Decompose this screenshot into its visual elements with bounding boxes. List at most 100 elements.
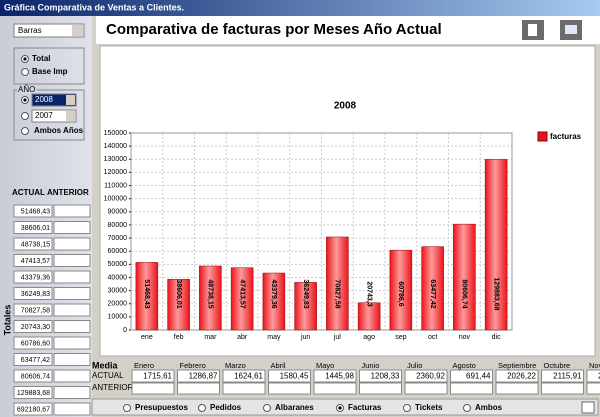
bar — [357, 302, 381, 331]
x-tick-label: sep — [395, 334, 406, 341]
actual-box — [13, 221, 53, 234]
anterior-box — [53, 353, 91, 366]
amount-option: Base Imp — [32, 67, 68, 76]
value-label: 20743,3 — [365, 281, 372, 306]
radio-button[interactable] — [263, 404, 271, 412]
actual-box — [13, 353, 53, 366]
anterior-box — [53, 221, 91, 234]
month-label: Agosto — [453, 361, 476, 370]
actual-box — [13, 237, 53, 251]
actual-value: 43379,36 — [21, 274, 50, 281]
actual-box — [13, 303, 53, 317]
anterior-box — [53, 270, 91, 284]
radio-button[interactable] — [21, 68, 29, 76]
value-label: 36249,83 — [302, 279, 309, 308]
x-tick-label: jul — [333, 334, 341, 341]
summary-label: Media — [92, 360, 119, 370]
actual-box — [222, 369, 266, 383]
actual-value: 20743,30 — [21, 324, 50, 331]
month-average: 2360,92 — [416, 372, 445, 381]
anterior-box — [404, 382, 448, 395]
radio-button[interactable] — [21, 112, 29, 120]
close-icon[interactable] — [581, 401, 595, 414]
radio-button[interactable] — [21, 127, 29, 135]
actual-box — [13, 320, 53, 333]
anterior-box — [53, 369, 91, 383]
actual-box — [13, 254, 53, 267]
totals-label: Totales — [2, 305, 12, 336]
anterior-box — [53, 320, 91, 333]
month-label: Marzo — [225, 361, 246, 370]
month-average: 1445,98 — [325, 372, 354, 381]
month-label: Junio — [362, 361, 380, 370]
bar — [389, 249, 413, 331]
actual-value: 63477,42 — [21, 357, 50, 364]
print-icon — [528, 24, 537, 36]
radio-dot — [23, 98, 27, 102]
row-label: ACTUAL — [92, 371, 124, 380]
actual-value: 48738,15 — [21, 241, 50, 248]
radio-button[interactable] — [463, 404, 471, 412]
value-label: 48738,15 — [207, 279, 214, 308]
y-tick-label: 130000 — [104, 156, 127, 163]
chart-type-select[interactable] — [13, 23, 85, 38]
doc-type: Pedidos — [210, 403, 242, 412]
dropdown-button — [66, 111, 75, 121]
x-tick-label: oct — [428, 334, 437, 341]
window-title: Gráfica Comparativa de Ventas a Clientes… — [4, 2, 184, 12]
anterior-box — [541, 382, 584, 395]
bar — [262, 272, 286, 331]
value-label: 38606,01 — [175, 279, 182, 308]
year: 2007 — [35, 111, 53, 120]
y-tick-label: 30000 — [108, 287, 128, 294]
x-tick-label: abr — [237, 334, 248, 341]
header-title: Comparativa de facturas por Meses Año Ac… — [106, 21, 442, 38]
radio-button[interactable] — [198, 404, 206, 412]
value-label: 70827,58 — [334, 279, 341, 308]
month-label: Enero — [134, 361, 154, 370]
month-label: Febrero — [180, 361, 206, 370]
month-average: 1580,45 — [280, 372, 309, 381]
dropdown-button — [72, 25, 83, 36]
anterior-box — [53, 386, 91, 399]
value-label: 51468,43 — [143, 279, 150, 308]
radio-button[interactable] — [403, 404, 411, 412]
year-select[interactable] — [31, 93, 77, 107]
header — [96, 16, 600, 44]
actual-box — [404, 369, 448, 383]
doc-type: Albaranes — [275, 403, 314, 412]
y-tick-label: 50000 — [108, 261, 128, 268]
bar — [421, 246, 444, 331]
y-tick-label: 100000 — [104, 196, 127, 203]
month-average: 1715,61 — [143, 372, 172, 381]
value-label: 80606,74 — [461, 279, 468, 308]
y-tick-label: 90000 — [108, 209, 128, 216]
actual-box — [541, 369, 584, 383]
anterior-box — [359, 382, 402, 395]
actual-box — [495, 369, 539, 383]
bar — [135, 262, 159, 331]
actual-box — [313, 369, 357, 383]
year-group-label: AÑO — [18, 85, 35, 94]
doc-type: Ambos — [475, 403, 503, 412]
year-select[interactable] — [31, 109, 77, 123]
actual-box — [13, 287, 53, 300]
list-header: ACTUAL — [12, 188, 45, 197]
value-label: 60786,6 — [397, 281, 404, 306]
y-tick-label: 110000 — [104, 182, 127, 189]
radio-dot — [23, 57, 27, 61]
actual-box — [359, 369, 402, 383]
month-label: Septiembre — [498, 361, 536, 370]
actual-box — [131, 369, 175, 383]
y-tick-label: 60000 — [108, 248, 128, 255]
actual-box — [13, 386, 53, 399]
month-label: Abril — [271, 361, 286, 370]
anterior-box — [177, 382, 220, 395]
anterior-box — [53, 336, 91, 350]
anterior-box — [53, 254, 91, 267]
y-tick-label: 10000 — [108, 314, 128, 321]
actual-value: 692180,67 — [17, 406, 50, 413]
radio-button[interactable] — [123, 404, 131, 412]
amount-group — [13, 47, 85, 85]
